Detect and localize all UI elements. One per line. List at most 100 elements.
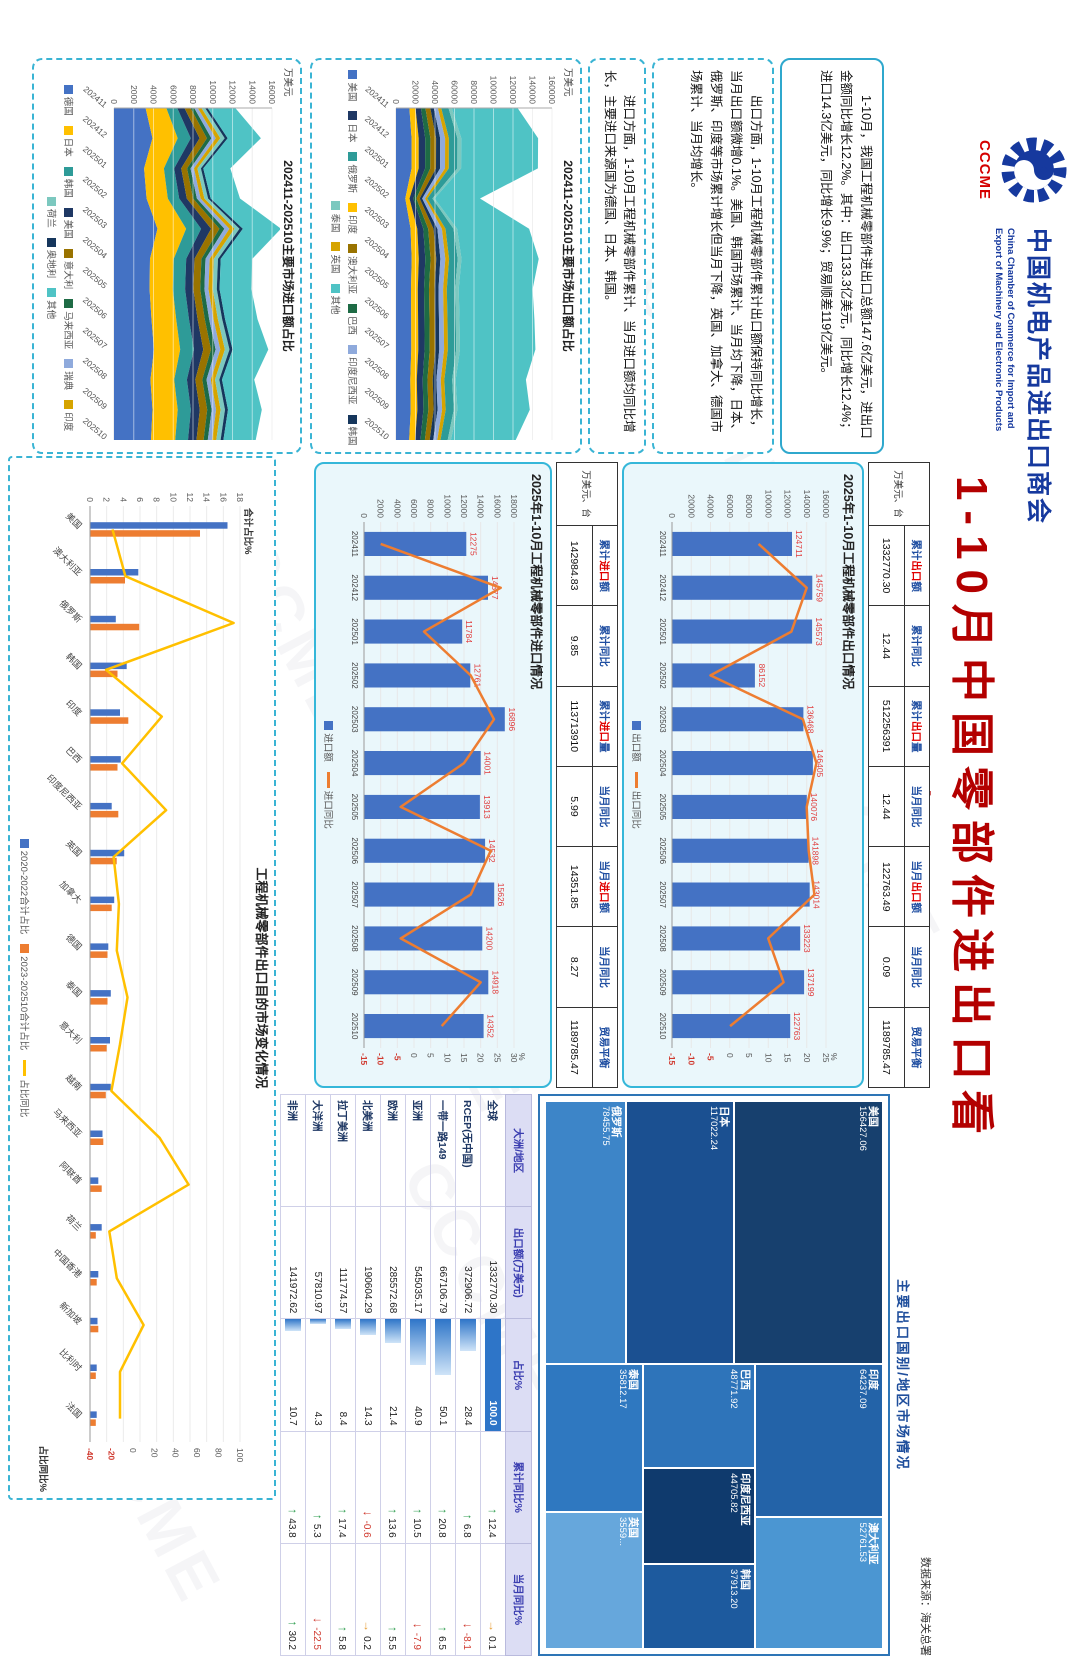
line-swatch [327, 771, 331, 788]
svg-text:202501: 202501 [658, 618, 667, 645]
import-note-text: 进口方面，1-10月工程机械零部件累计、当月进口额均同比增长，主要进口来源国为德… [603, 70, 636, 433]
color-swatch [348, 202, 358, 212]
region-row: 北美洲 190604.29 14.3 ↓-0.6 →0.2 [355, 1094, 381, 1656]
color-swatch [64, 166, 74, 176]
legend-label: 韩国 [62, 178, 73, 198]
svg-text:意大利: 意大利 [57, 1019, 84, 1046]
color-swatch [348, 70, 358, 80]
region-export-value: 1332770.30 [480, 1206, 506, 1319]
treemap-tile-name: 俄罗斯 [610, 1106, 623, 1138]
stats-cell: 累计 出口额 1332770.30 [869, 526, 929, 607]
legend-item: 印度 [62, 400, 76, 431]
svg-text:202412: 202412 [658, 574, 667, 601]
region-cum-yoy: ↑10.5 [405, 1431, 431, 1544]
legend-label: 意大利 [62, 260, 73, 290]
svg-text:202411: 202411 [658, 531, 667, 558]
stats-value: 142984.83 [568, 540, 581, 591]
region-name: 拉丁美洲 [330, 1094, 356, 1207]
color-swatch [632, 721, 642, 731]
svg-text:202505: 202505 [350, 794, 359, 821]
region-cum-yoy: ↓-0.6 [355, 1431, 381, 1544]
stats-label: 当月 同比 [592, 927, 617, 1007]
region-row: RCEP(无中国) 372906.72 28.4 ↑6.8 ↓-8.1 [455, 1094, 481, 1656]
svg-text:20: 20 [802, 1053, 812, 1063]
legend-item: 其他 [45, 288, 59, 319]
stats-cell: 当月 同比 5.99 [557, 766, 617, 848]
svg-text:美国: 美国 [64, 510, 85, 531]
treemap-tile-value: 52761.53 [856, 1522, 868, 1563]
svg-text:133223: 133223 [802, 924, 812, 953]
svg-text:145573: 145573 [814, 617, 824, 646]
line-swatch [23, 1060, 27, 1077]
svg-text:14200: 14200 [484, 927, 494, 951]
stats-label: 当月 同比 [904, 927, 929, 1007]
stats-label: 当月 同比 [592, 766, 617, 847]
stats-value: 5.99 [568, 796, 581, 817]
legend-item: 其他 [329, 283, 343, 315]
region-share: 8.4 [330, 1318, 356, 1432]
svg-text:12761: 12761 [472, 664, 482, 688]
stats-value: 1189785.47 [880, 1019, 893, 1075]
region-share: 10.7 [280, 1318, 306, 1432]
svg-text:202508: 202508 [350, 925, 359, 952]
svg-text:英国: 英国 [64, 838, 85, 859]
svg-text:16: 16 [218, 493, 228, 503]
region-header-row: 大洲/地区 出口额(万美元) 占比% 累计同比% 当月同比% [505, 1094, 532, 1656]
region-cur-yoy: ↑5.8 [330, 1543, 356, 1656]
treemap-tile-value: 78455.75 [600, 1106, 612, 1146]
legend-label: 韩国 [346, 426, 357, 446]
svg-text:-15: -15 [359, 1053, 369, 1066]
svg-text:-20: -20 [106, 1448, 116, 1461]
svg-text:202507: 202507 [81, 325, 109, 351]
svg-text:80000: 80000 [469, 80, 479, 104]
svg-text:202502: 202502 [81, 174, 109, 200]
treemap-tile: 日本 117022.24 [626, 1101, 735, 1365]
region-name: 非洲 [280, 1094, 306, 1207]
region-name: 北美洲 [355, 1094, 381, 1207]
svg-text:4000: 4000 [392, 499, 402, 518]
region-header-cell: 出口额(万美元) [505, 1206, 532, 1319]
svg-text:2000: 2000 [376, 499, 386, 518]
svg-text:141898: 141898 [811, 837, 821, 866]
treemap-tile: 印度 64237.09 [754, 1364, 883, 1518]
svg-text:202505: 202505 [81, 265, 109, 291]
legend-item: 奥地利 [45, 237, 59, 278]
svg-text:120000: 120000 [783, 490, 793, 519]
region-share: 50.1 [430, 1318, 456, 1432]
export-monthly-chart: 0 20000 40000 60000 80000 100000 120000 140000 1… [646, 468, 842, 1084]
legend-item: 2020-2022合计占比 [18, 838, 32, 934]
legend-item: 巴西 [346, 304, 360, 335]
svg-text:202510: 202510 [350, 1013, 359, 1040]
region-export-value: 111774.57 [330, 1206, 356, 1319]
svg-text:10: 10 [442, 1053, 452, 1063]
svg-text:韩国: 韩国 [64, 651, 85, 672]
legend-item: 韩国 [62, 166, 76, 198]
legend-item: 美国 [62, 207, 76, 239]
region-row: 一带一路149 667106.79 50.1 ↑20.8 ↑6.5 [430, 1094, 456, 1656]
stats-value: 12.44 [880, 632, 893, 660]
svg-text:印度尼西亚: 印度尼西亚 [45, 772, 85, 812]
treemap-title: 主要出口国别/地区市场情况 [895, 1279, 910, 1471]
svg-text:5: 5 [426, 1053, 436, 1058]
legend-label: 出口同比 [630, 790, 641, 829]
import-note-box: 进口方面，1-10月工程机械零部件累计、当月进口额均同比增长，主要进口来源国为德… [588, 58, 646, 454]
legend-item: 意大利 [62, 248, 76, 290]
legend-item: 美国 [346, 70, 360, 101]
svg-text:12000: 12000 [228, 80, 238, 104]
treemap-tile: 英国 3559... [545, 1512, 644, 1649]
svg-text:202502: 202502 [363, 174, 391, 200]
svg-text:202412: 202412 [350, 574, 359, 601]
line-swatch [635, 771, 639, 788]
legend-item: 韩国 [346, 414, 360, 446]
stats-value: 8.27 [568, 956, 581, 978]
svg-text:202507: 202507 [658, 881, 667, 908]
region-cum-yoy: ↑5.3 [305, 1431, 331, 1544]
svg-text:0: 0 [391, 99, 401, 104]
treemap-tile: 澳大利亚 52761.53 [754, 1517, 883, 1649]
svg-text:20000: 20000 [686, 494, 696, 518]
region-cur-yoy: ↓-22.5 [305, 1543, 331, 1656]
legend-label: 瑞典 [62, 371, 73, 391]
region-name: 大洋洲 [305, 1094, 331, 1207]
svg-text:202508: 202508 [658, 925, 667, 952]
color-swatch [348, 152, 358, 162]
